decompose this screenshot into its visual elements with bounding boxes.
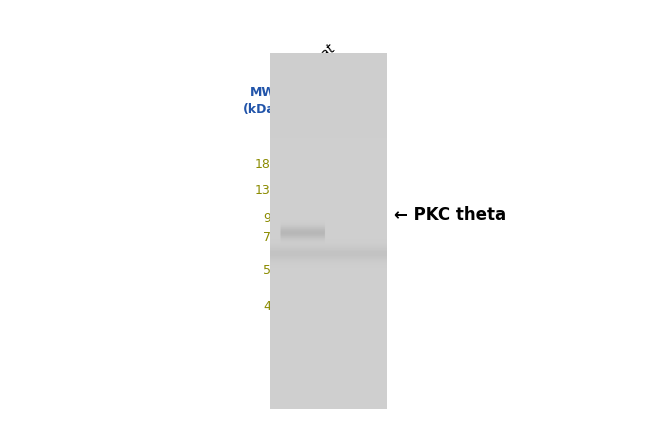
Text: MW: MW bbox=[250, 87, 276, 100]
Text: 72: 72 bbox=[263, 231, 279, 244]
Text: 55: 55 bbox=[263, 264, 279, 277]
Text: (kDa): (kDa) bbox=[243, 103, 282, 116]
Text: Jurkat: Jurkat bbox=[300, 43, 339, 81]
Text: 130: 130 bbox=[255, 184, 279, 197]
Text: 180: 180 bbox=[255, 157, 279, 170]
Text: ← PKC theta: ← PKC theta bbox=[393, 206, 506, 224]
Text: 95: 95 bbox=[263, 211, 279, 225]
Text: Raji: Raji bbox=[336, 53, 364, 81]
Text: 43: 43 bbox=[263, 300, 279, 313]
